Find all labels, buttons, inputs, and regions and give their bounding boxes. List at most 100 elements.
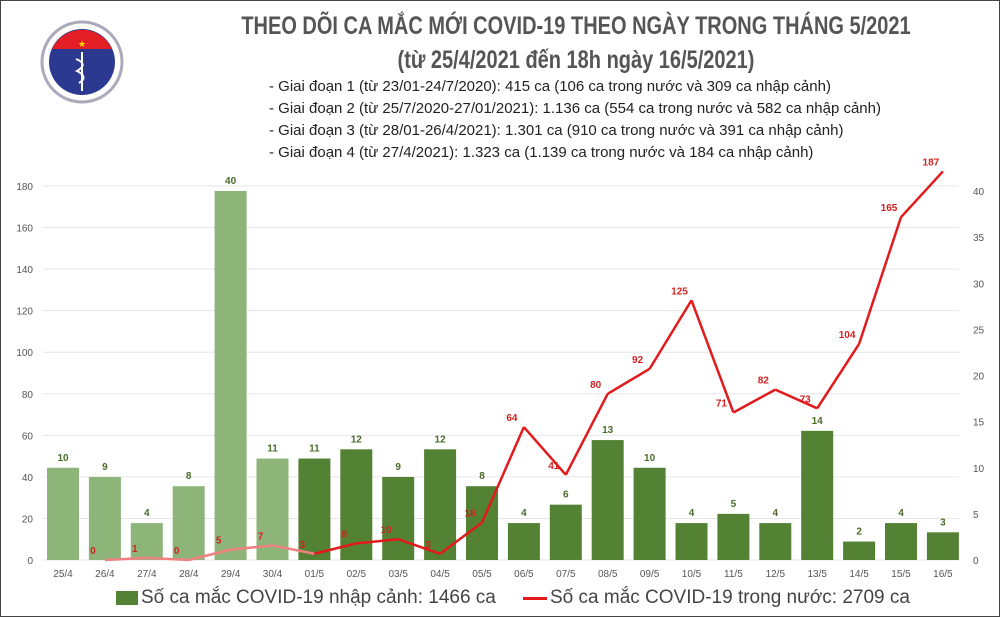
bar-data-label: 12 (435, 434, 447, 445)
x-axis-tick: 13/5 (807, 569, 827, 580)
left-axis-tick: 60 (22, 431, 34, 442)
left-axis-tick: 20 (22, 514, 34, 525)
legend-imported-label: Số ca mắc COVID-19 nhập cảnh: 1466 ca (141, 587, 496, 608)
left-axis-tick: 140 (16, 265, 33, 276)
x-axis-tick: 25/4 (53, 569, 73, 580)
bar-imported (172, 486, 205, 560)
bar-imported (214, 191, 247, 560)
line-segment-domestic (230, 544, 273, 551)
line-data-label: 71 (716, 398, 728, 409)
line-data-label: 64 (506, 413, 518, 424)
legend-domestic: Số ca mắc COVID-19 trong nước: 2709 ca (523, 587, 910, 609)
right-axis-tick: 35 (973, 233, 985, 244)
left-axis-tick: 120 (16, 307, 33, 318)
line-data-label: 41 (548, 461, 560, 472)
x-axis-tick: 14/5 (849, 569, 869, 580)
bar-imported (424, 449, 457, 560)
phase-3-summary: - Giai đoạn 3 (từ 28/01-26/4/2021): 1.30… (269, 122, 844, 139)
line-segment-domestic (732, 388, 776, 414)
legend-bar-swatch (116, 591, 138, 605)
line-data-label: 92 (632, 355, 644, 366)
right-axis-tick: 0 (973, 556, 979, 567)
x-axis-tick: 05/5 (472, 569, 492, 580)
bar-data-label: 9 (102, 462, 108, 473)
bar-imported (843, 541, 876, 560)
left-axis-tick: 160 (16, 224, 33, 235)
line-data-label: 165 (881, 203, 898, 214)
line-segment-domestic (439, 521, 483, 555)
phase-4-summary: - Giai đoạn 4 (từ 27/4/2021): 1.323 ca (… (269, 144, 814, 161)
legend-imported: Số ca mắc COVID-19 nhập cảnh: 1466 ca (116, 587, 496, 609)
legend-line-swatch (523, 596, 547, 600)
x-axis-tick: 29/4 (221, 569, 241, 580)
x-axis-tick: 06/5 (514, 569, 534, 580)
line-data-label: 8 (342, 529, 348, 540)
bar-data-label: 5 (731, 499, 737, 510)
bar-imported (130, 523, 163, 560)
bar-imported (633, 467, 666, 560)
line-data-label: 0 (174, 546, 180, 557)
line-segment-domestic (104, 556, 147, 562)
x-axis-tick: 16/5 (933, 569, 953, 580)
x-axis-tick: 27/4 (137, 569, 157, 580)
bar-data-label: 4 (144, 508, 150, 519)
chart-title: THEO DÕI CA MẮC MỚI COVID-19 THEO NGÀY T… (241, 12, 911, 40)
bar-imported (88, 476, 121, 560)
x-axis-tick: 11/5 (724, 569, 743, 580)
line-segment-domestic (522, 426, 567, 476)
bar-imported (47, 467, 79, 560)
x-axis-tick: 07/5 (556, 569, 576, 580)
right-axis-tick: 5 (973, 510, 979, 521)
bar-imported (256, 458, 289, 560)
x-axis-tick: 01/5 (305, 569, 325, 580)
bar-data-label: 11 (267, 444, 278, 455)
left-axis-tick: 80 (22, 390, 34, 401)
bar-data-label: 3 (940, 517, 946, 528)
x-axis-tick: 03/5 (388, 569, 408, 580)
x-axis-tick: 10/5 (682, 569, 702, 580)
x-axis-tick: 02/5 (347, 569, 367, 580)
bar-imported (549, 504, 582, 560)
line-segment-domestic (397, 538, 441, 555)
line-data-label: 7 (258, 531, 264, 542)
line-data-label: 73 (800, 394, 812, 405)
bar-imported (801, 430, 834, 560)
bar-imported (717, 513, 750, 560)
x-axis-tick: 30/4 (263, 569, 283, 580)
bar-data-label: 10 (644, 453, 656, 464)
right-axis-tick: 15 (973, 418, 985, 429)
line-data-label: 82 (758, 376, 770, 387)
bar-imported (759, 523, 792, 560)
line-data-label: 0 (90, 546, 96, 557)
bar-data-label: 9 (395, 462, 401, 473)
x-axis-tick: 12/5 (766, 569, 786, 580)
x-axis-tick: 28/4 (179, 569, 199, 580)
bar-data-label: 12 (351, 434, 363, 445)
ministry-of-health-logo: ★ (40, 20, 124, 104)
line-segment-domestic (900, 170, 944, 219)
phase-2-summary: - Giai đoạn 2 (từ 25/7/2020-27/01/2021):… (269, 100, 881, 117)
bar-imported (591, 440, 624, 560)
right-axis-tick: 30 (973, 279, 985, 290)
bar-imported (298, 458, 331, 560)
right-axis-tick: 25 (973, 325, 985, 336)
phase-1-summary: - Giai đoạn 1 (từ 23/01-24/7/2020): 415 … (269, 78, 831, 95)
bar-data-label: 2 (856, 527, 862, 538)
bar-data-label: 4 (521, 508, 527, 519)
line-segment-domestic (816, 343, 861, 410)
bar-data-label: 8 (479, 471, 485, 482)
left-axis-tick: 0 (27, 556, 33, 567)
line-data-label: 3 (425, 540, 431, 551)
line-segment-domestic (690, 299, 735, 413)
line-data-label: 1 (132, 544, 138, 555)
bar-imported (507, 523, 540, 560)
bar-imported (382, 476, 415, 560)
bar-data-label: 14 (812, 416, 824, 427)
bar-data-label: 4 (898, 508, 904, 519)
bar-data-label: 4 (773, 508, 779, 519)
right-axis-tick: 40 (973, 187, 985, 198)
left-axis-tick: 100 (16, 348, 33, 359)
line-data-label: 104 (839, 330, 856, 341)
